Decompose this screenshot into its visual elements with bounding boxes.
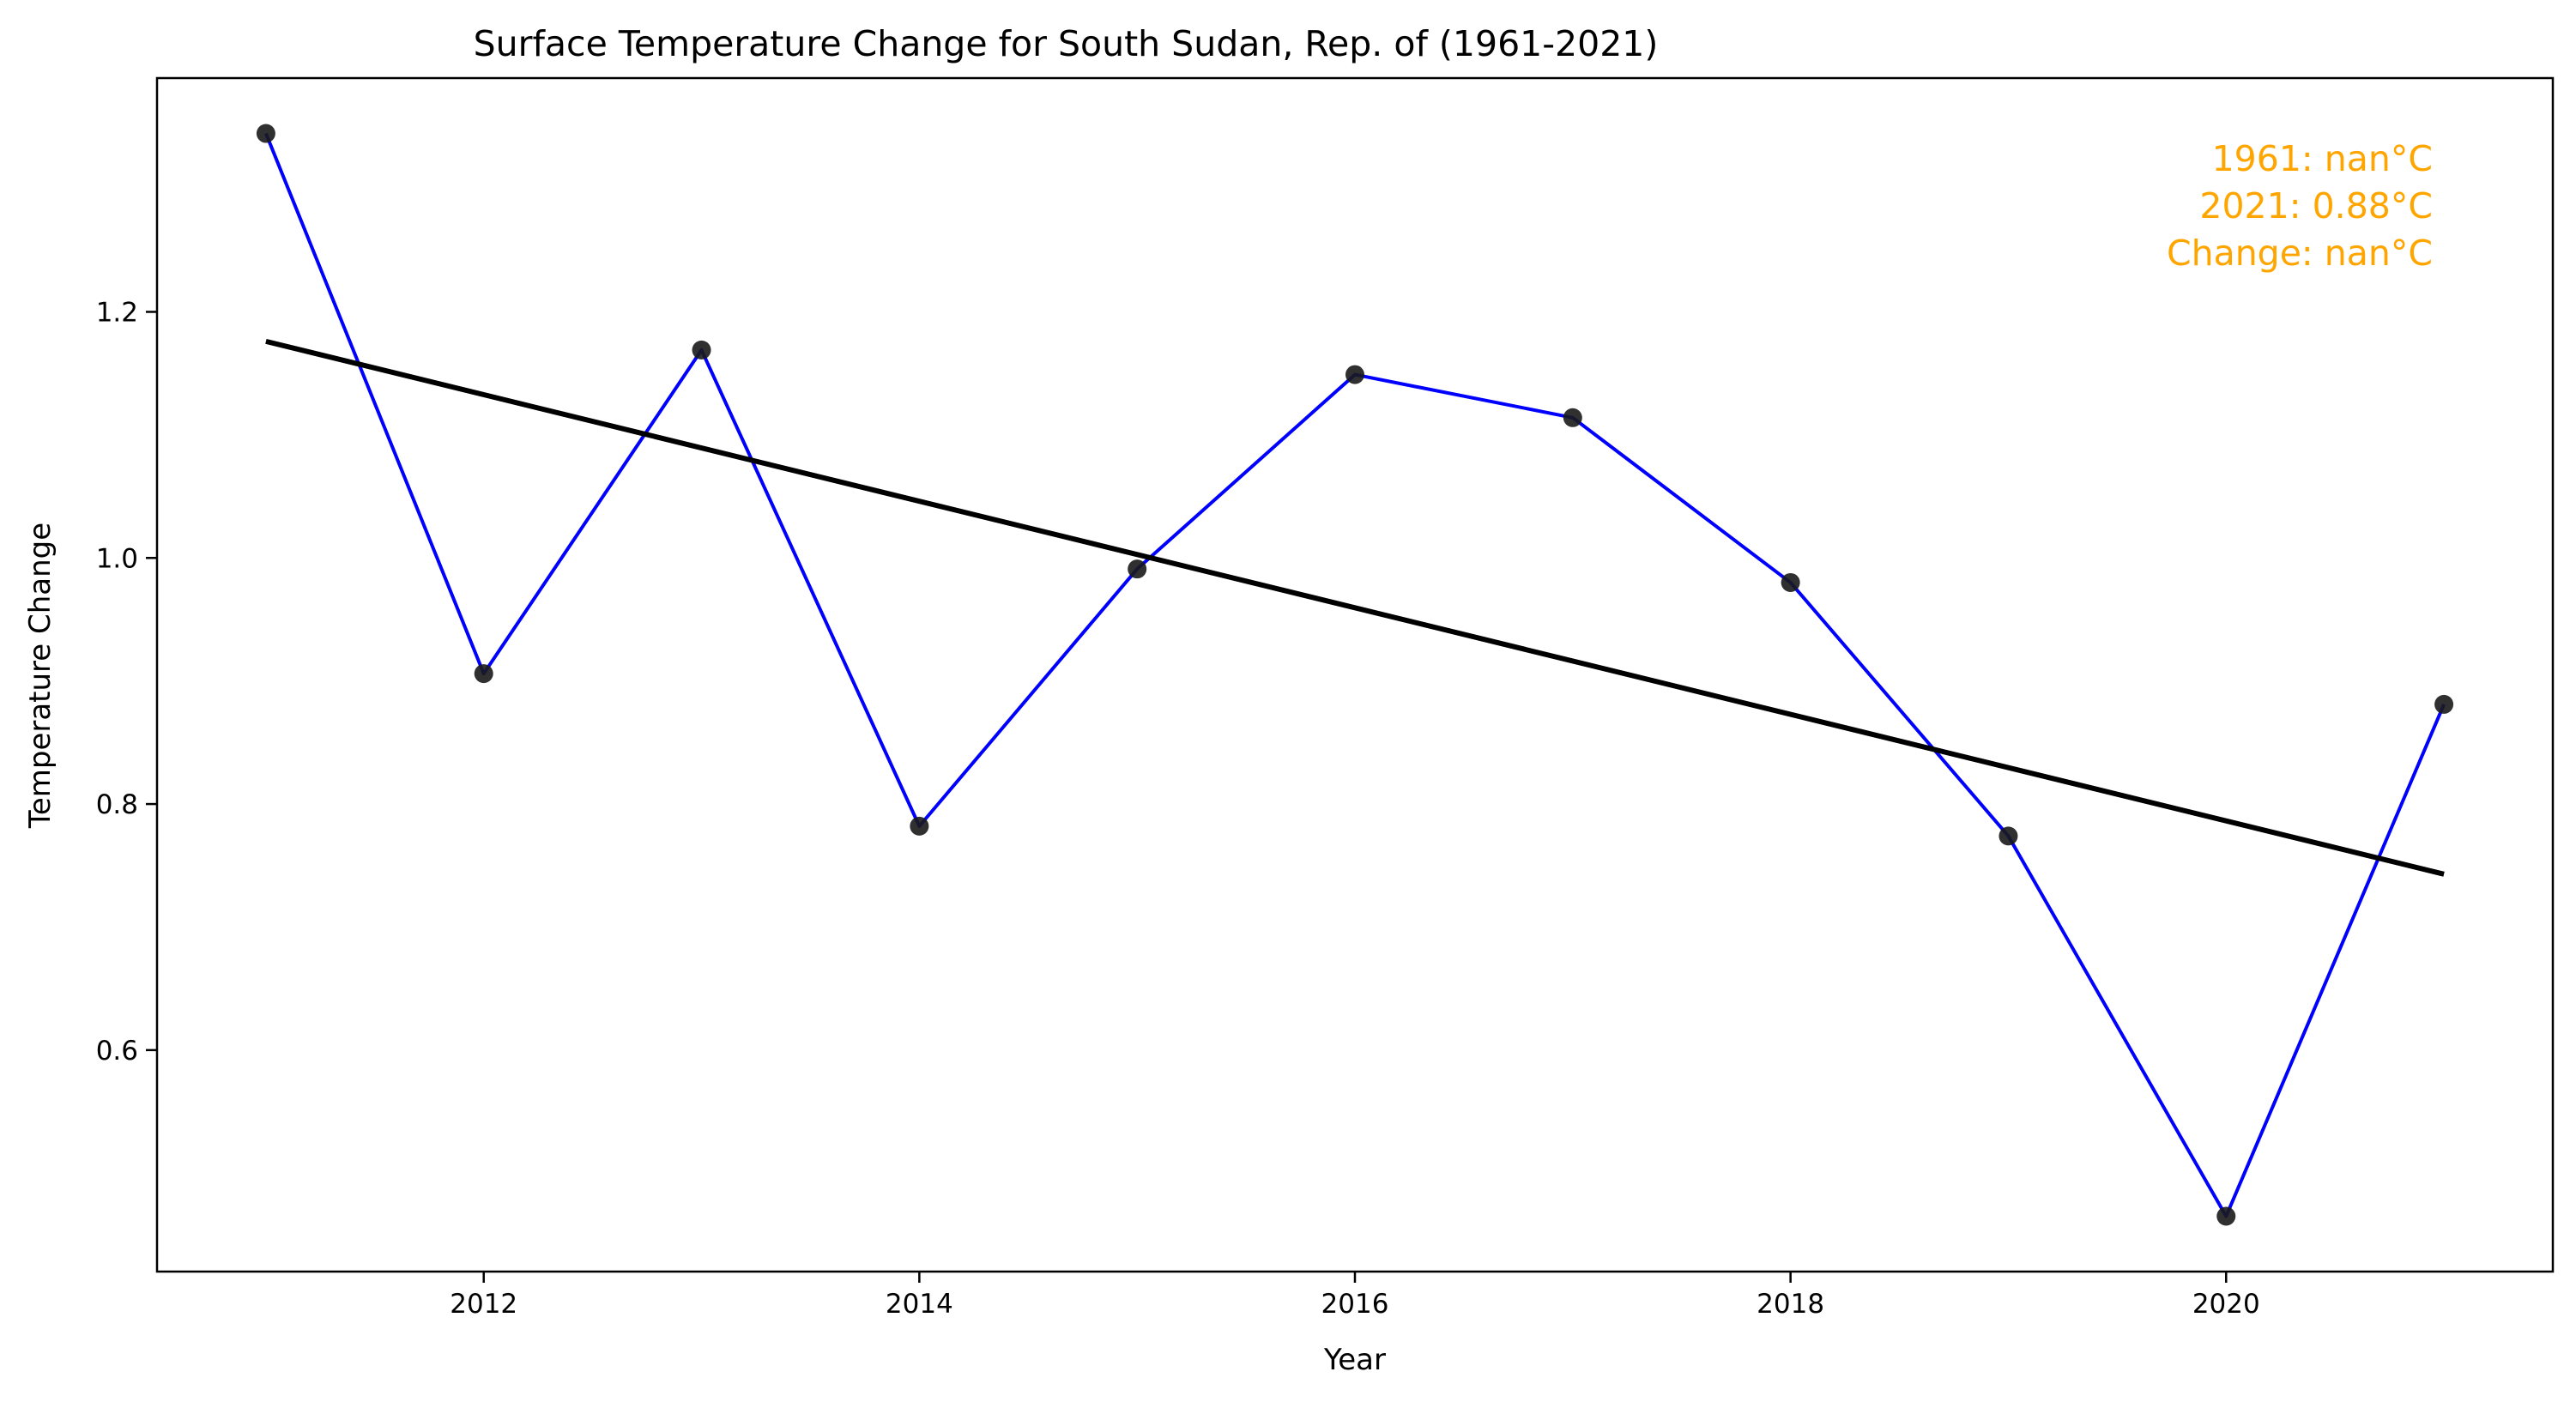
y-axis: 0.6 0.8 1.0 1.2 xyxy=(96,297,157,1067)
data-point xyxy=(2434,694,2454,714)
data-point xyxy=(1563,408,1582,427)
annotation-change: Change: nan°C xyxy=(2167,233,2433,274)
data-point xyxy=(474,664,493,684)
data-point xyxy=(256,124,275,143)
chart-title: Surface Temperature Change for South Sud… xyxy=(474,23,1659,64)
x-tick-label: 2018 xyxy=(1757,1289,1824,1320)
data-point xyxy=(1999,826,2018,846)
series-layer xyxy=(256,124,2454,1226)
y-tick-label: 1.2 xyxy=(96,297,138,328)
x-tick-label: 2020 xyxy=(2192,1289,2260,1320)
data-point xyxy=(692,340,711,360)
x-tick-label: 2012 xyxy=(450,1289,517,1320)
data-point xyxy=(2216,1206,2236,1226)
trend-line xyxy=(265,338,2445,877)
x-tick-label: 2014 xyxy=(886,1289,953,1320)
y-tick-label: 0.6 xyxy=(96,1036,138,1067)
annotation-start-year: 1961: nan°C xyxy=(2212,138,2433,179)
temperature-series-line xyxy=(264,132,2446,1218)
data-point xyxy=(1781,572,1800,592)
data-point xyxy=(1345,365,1364,384)
annotation-end-year: 2021: 0.88°C xyxy=(2199,185,2433,227)
data-point xyxy=(910,816,929,836)
x-tick-label: 2016 xyxy=(1321,1289,1389,1320)
y-tick-label: 0.8 xyxy=(96,789,138,820)
x-axis-label: Year xyxy=(1323,1343,1386,1377)
annotation-block: 1961: nan°C 2021: 0.88°C Change: nan°C xyxy=(2167,138,2433,274)
y-tick-label: 1.0 xyxy=(96,543,138,574)
x-axis: 2012 2014 2016 2018 2020 xyxy=(450,1272,2260,1320)
y-axis-label: Temperature Change xyxy=(23,523,57,829)
data-point xyxy=(1128,559,1147,579)
